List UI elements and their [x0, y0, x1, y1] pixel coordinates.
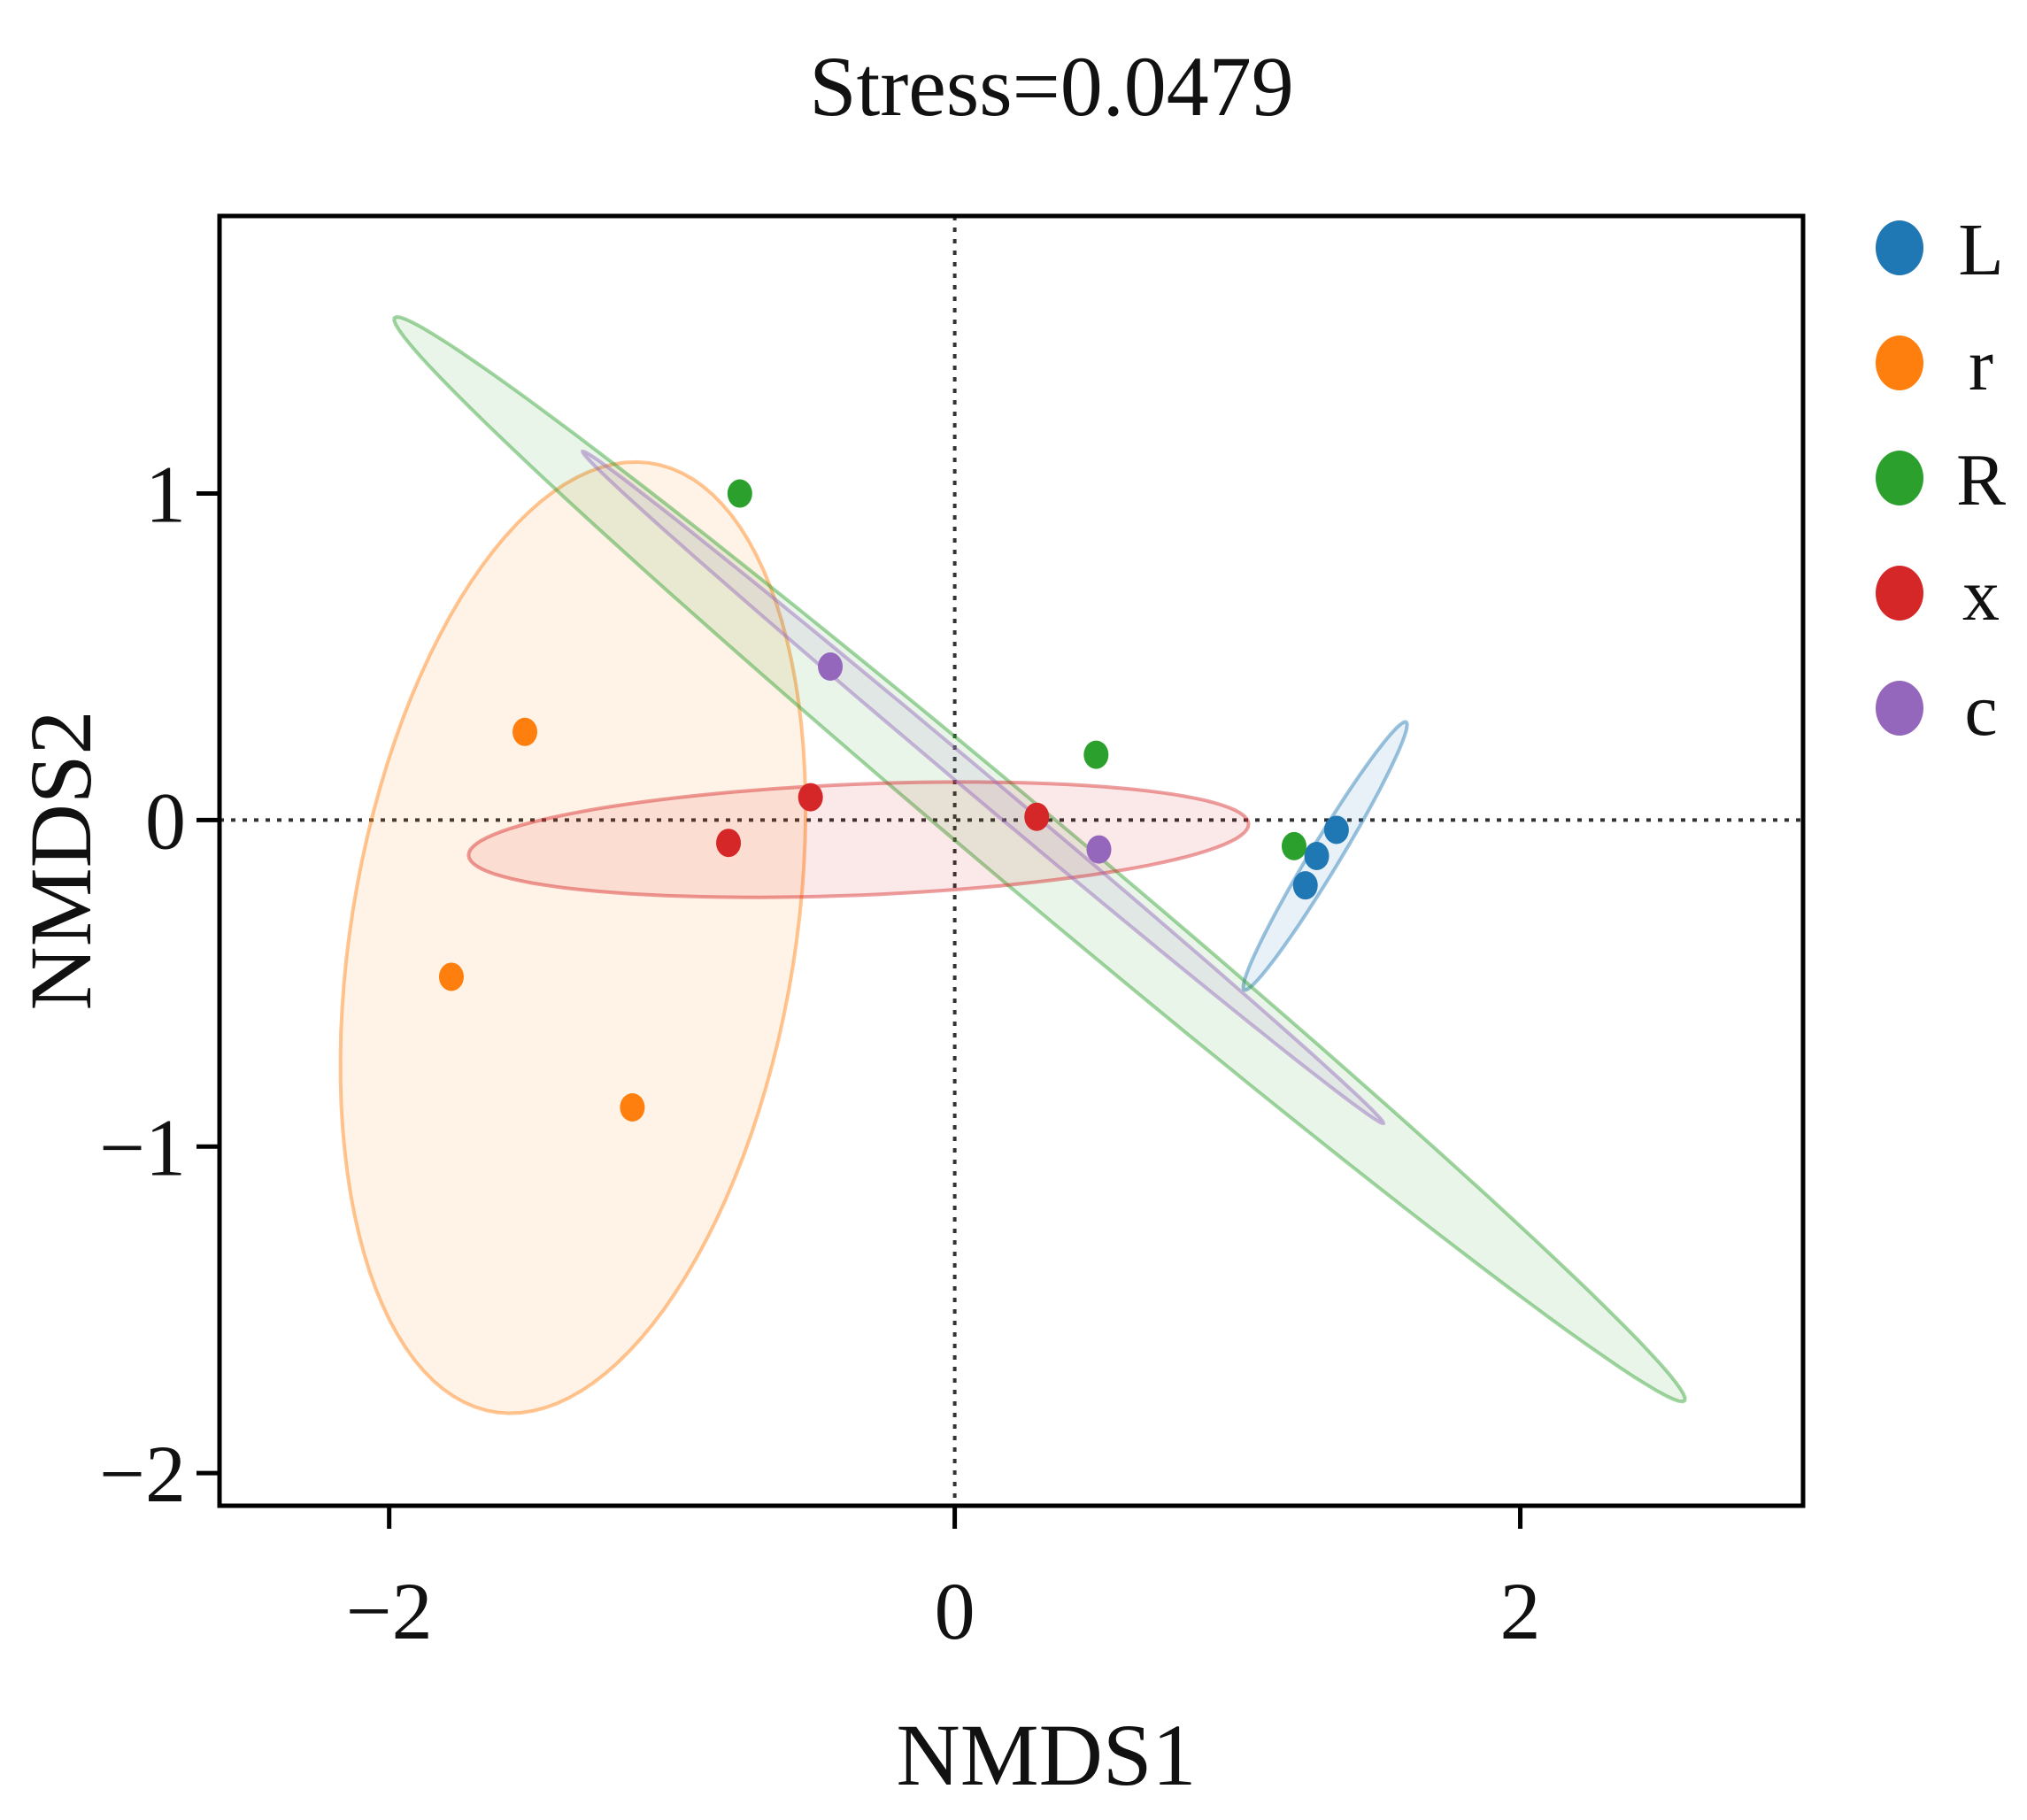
- point-x-2: [798, 783, 823, 812]
- y-tick-label: 1: [145, 450, 186, 540]
- point-x-1: [716, 829, 742, 858]
- point-R-2: [1083, 740, 1109, 769]
- ellipse-R: [392, 315, 1687, 1404]
- y-tick-label: 0: [145, 775, 186, 866]
- y-axis-label: NMDS2: [12, 711, 110, 1011]
- ellipse-c: [580, 449, 1386, 1126]
- plot-frame: [217, 213, 1806, 1508]
- legend-label-L: L: [1958, 209, 2003, 291]
- point-c-1: [818, 652, 844, 682]
- legend-marker-r: [1876, 335, 1923, 390]
- y-tick-label: −2: [99, 1429, 186, 1519]
- legend-label-c: c: [1964, 669, 1997, 752]
- point-L-3: [1292, 871, 1318, 900]
- point-L-1: [1323, 815, 1349, 844]
- point-x-3: [1024, 802, 1050, 831]
- legend-label-r: r: [1969, 324, 1993, 406]
- ellipse-x: [466, 780, 1251, 899]
- legend-marker-R: [1876, 451, 1923, 505]
- legend-marker-x: [1876, 566, 1923, 621]
- x-axis-label: NMDS1: [897, 1706, 1197, 1804]
- point-r-3: [620, 1092, 645, 1122]
- x-tick-label: −2: [346, 1566, 433, 1656]
- chart-title: Stress=0.0479: [809, 39, 1294, 134]
- x-tick-label: 2: [1500, 1566, 1541, 1656]
- point-R-1: [727, 479, 752, 508]
- point-c-2: [1086, 835, 1112, 864]
- point-r-2: [438, 962, 464, 991]
- ellipse-r: [338, 459, 808, 1415]
- legend-label-R: R: [1956, 439, 2006, 521]
- legend-marker-c: [1876, 681, 1923, 736]
- legend-marker-L: [1876, 220, 1923, 275]
- plot-area: [220, 216, 1803, 1506]
- point-R-3: [1281, 831, 1306, 860]
- axes: −2 0 2 −2 −1 0 1: [99, 450, 1540, 1656]
- legend-label-x: x: [1962, 554, 2000, 636]
- point-L-2: [1304, 841, 1329, 870]
- x-tick-label: 0: [935, 1566, 975, 1656]
- point-r-1: [513, 717, 538, 746]
- y-tick-label: −1: [99, 1102, 186, 1192]
